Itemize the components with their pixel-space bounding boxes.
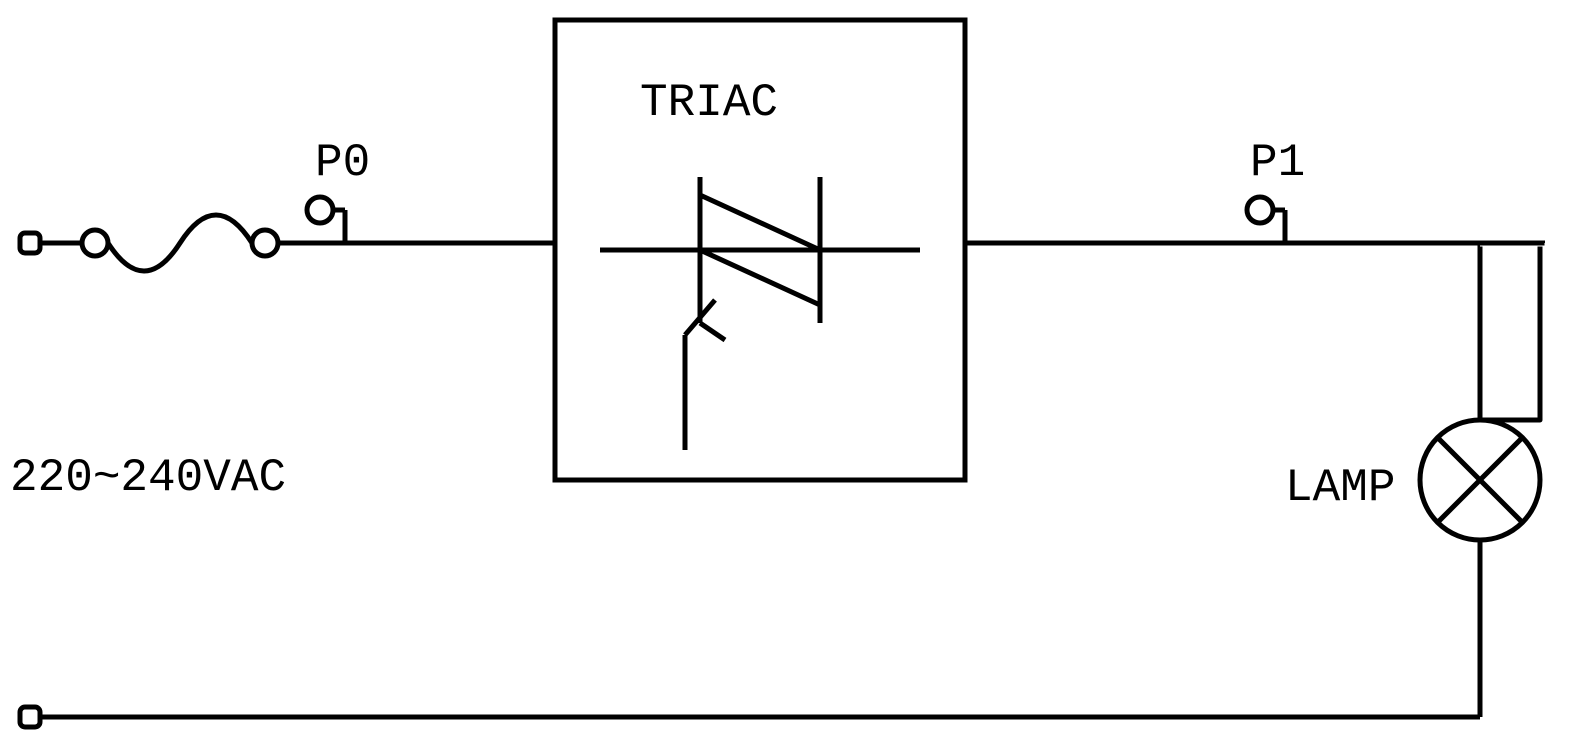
probe-p1	[1247, 197, 1273, 223]
triac-triangle-bottom	[700, 250, 820, 305]
probe-p0	[307, 197, 333, 223]
triac-gate	[700, 323, 725, 340]
label-lamp: LAMP	[1285, 462, 1395, 514]
circuit-diagram: TRIAC P0 P1 220~240VAC LAMP	[0, 0, 1590, 749]
fuse-terminal-right	[252, 230, 278, 256]
triac-triangle-top	[700, 195, 820, 250]
label-p0: P0	[315, 137, 370, 189]
fuse-terminal-left	[82, 230, 108, 256]
label-source: 220~240VAC	[10, 452, 286, 504]
input-terminal-bottom	[20, 707, 40, 727]
input-terminal-top	[20, 233, 40, 253]
label-p1: P1	[1250, 137, 1305, 189]
label-triac: TRIAC	[640, 77, 778, 129]
fuse-body	[108, 215, 252, 271]
